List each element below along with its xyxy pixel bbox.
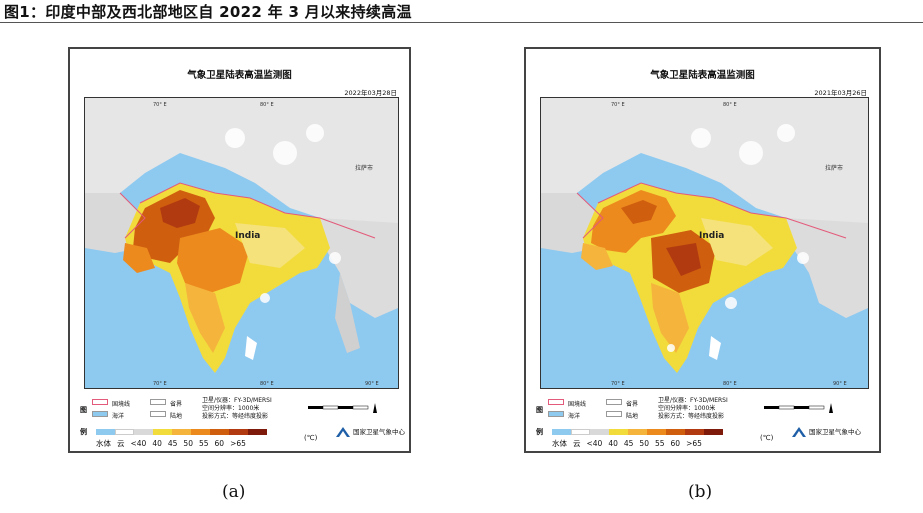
map-panel-b: 气象卫星陆表高温监测图 2021年03月26日 India 拉萨市 7 — [524, 47, 881, 453]
projection-info: 投影方式：等经纬度投影 — [202, 413, 269, 420]
map-legend: 图 例 国境线 省界 海洋 陆地 卫星/仪器：FY-3D/MERSI 空间分辨率… — [536, 395, 861, 449]
legend-tu: 图 — [80, 406, 87, 414]
province-border-swatch — [606, 399, 622, 405]
org-name: 国家卫星气象中心 — [353, 428, 405, 436]
lon-tick-top: 70° E — [153, 102, 167, 108]
cloud-label: 云 — [117, 439, 125, 448]
national-border-swatch — [92, 399, 108, 405]
figure-title: 图1：印度中部及西北部地区自 2022 年 3 月以来持续高温 — [4, 3, 412, 21]
national-border-line — [597, 182, 847, 239]
gangetic-mild — [701, 218, 773, 266]
land-swatch — [150, 411, 166, 417]
satellite-info: 卫星/仪器：FY-3D/MERSI — [658, 397, 728, 404]
north-arrow-icon — [373, 403, 377, 413]
india-surface-temperature-map: India 拉萨市 70° E 80° E 70° E 80° E 90° E — [541, 98, 868, 388]
heat-map-b: India 拉萨市 70° E 80° E 70° E 80° E 90° E — [540, 97, 869, 389]
scale-bar — [308, 403, 377, 413]
caption-a: (a) — [222, 482, 246, 502]
lon-tick-bottom: 90° E — [365, 381, 379, 387]
lon-tick-bottom: 80° E — [723, 381, 737, 387]
gujarat-heat — [123, 243, 155, 273]
unit-label: (℃) — [304, 434, 318, 442]
ocean-label: 海洋 — [568, 413, 581, 420]
colorbar-labels: 水体云 <40 40 45 50 55 60 >65 — [96, 439, 246, 448]
myanmar-strip — [335, 273, 360, 353]
resolution-info: 空间分辨率：1000米 — [202, 405, 260, 412]
map-date: 2021年03月26日 — [814, 89, 867, 97]
province-border-label: 省界 — [170, 401, 183, 408]
nsmc-logo-icon — [336, 427, 350, 437]
legend-li: 例 — [536, 428, 543, 436]
map-legend: 图 例 国境线 省界 海洋 陆地 卫星/仪器：FY-3D/MERSI 空间分辨率… — [80, 395, 405, 449]
ocean-swatch — [548, 411, 564, 417]
satellite-metadata: 卫星/仪器：FY-3D/MERSI 空间分辨率：1000米 投影方式：等经纬度投… — [202, 397, 272, 421]
satellite-info: 卫星/仪器：FY-3D/MERSI — [202, 397, 272, 404]
water-label: 水体 — [552, 439, 567, 448]
south-warm — [651, 283, 689, 353]
temperature-colorbar — [96, 429, 267, 435]
temperature-colorbar — [552, 429, 723, 435]
title-divider — [0, 22, 923, 23]
province-border-swatch — [150, 399, 166, 405]
lon-tick-bottom: 80° E — [260, 381, 274, 387]
national-border-label: 国境线 — [112, 401, 131, 408]
nsmc-logo: 国家卫星气象中心 — [336, 426, 405, 438]
water-label: 水体 — [96, 439, 111, 448]
city-label: 拉萨市 — [355, 164, 373, 172]
province-border-label: 省界 — [626, 401, 639, 408]
country-label: India — [699, 231, 724, 241]
gangetic-mild — [235, 223, 305, 268]
central-heat — [177, 228, 250, 293]
lon-tick-bottom: 70° E — [611, 381, 625, 387]
north-arrow-icon — [829, 403, 833, 413]
map-title: 气象卫星陆表高温监测图 — [187, 70, 292, 81]
projection-info: 投影方式：等经纬度投影 — [658, 413, 725, 420]
east-region — [320, 218, 398, 318]
map-date: 2022年03月28日 — [344, 89, 397, 97]
ocean-swatch — [92, 411, 108, 417]
sri-lanka-cloud — [245, 336, 257, 360]
legend-li: 例 — [80, 428, 87, 436]
cloud-label: 云 — [573, 439, 581, 448]
map-panel-a: 气象卫星陆表高温监测图 2022年03月28日 India 拉萨市 7 — [68, 47, 411, 453]
central-core — [666, 243, 701, 276]
legend-tu: 图 — [536, 406, 543, 414]
land-label: 陆地 — [170, 413, 183, 420]
org-name: 国家卫星气象中心 — [809, 428, 861, 436]
south-warm — [185, 283, 225, 353]
extreme-heat-core — [160, 198, 200, 228]
satellite-metadata: 卫星/仪器：FY-3D/MERSI 空间分辨率：1000米 投影方式：等经纬度投… — [658, 397, 728, 421]
northwest-core — [621, 200, 657, 224]
colorbar-labels: 水体云 <40 40 45 50 55 60 >65 — [552, 439, 702, 448]
map-title: 气象卫星陆表高温监测图 — [650, 70, 755, 81]
lon-tick-top: 70° E — [611, 102, 625, 108]
ocean-label: 海洋 — [112, 413, 125, 420]
national-border-line — [139, 182, 376, 239]
heat-map-a: India 拉萨市 70° E 80° E 70° E 80° E 90° E — [84, 97, 399, 389]
land-label: 陆地 — [626, 413, 639, 420]
cloud-patches — [225, 124, 341, 303]
resolution-info: 空间分辨率：1000米 — [658, 405, 716, 412]
sri-lanka-cloud — [709, 336, 721, 360]
scale-bar — [764, 403, 833, 413]
national-border-label: 国境线 — [568, 401, 587, 408]
nsmc-logo: 国家卫星气象中心 — [792, 426, 861, 438]
east-region — [786, 218, 868, 318]
nsmc-logo-icon — [792, 427, 806, 437]
cloud-patches — [667, 124, 809, 352]
lon-tick-top: 80° E — [723, 102, 737, 108]
land-swatch — [606, 411, 622, 417]
national-border-swatch — [548, 399, 564, 405]
country-label: India — [235, 231, 260, 241]
unit-label: (℃) — [760, 434, 774, 442]
lon-tick-bottom: 90° E — [833, 381, 847, 387]
india-surface-temperature-map: India 拉萨市 70° E 80° E 70° E 80° E 90° E — [85, 98, 398, 388]
city-label: 拉萨市 — [825, 164, 843, 172]
gujarat-warm — [581, 243, 613, 270]
lon-tick-bottom: 70° E — [153, 381, 167, 387]
caption-b: (b) — [688, 482, 713, 502]
lon-tick-top: 80° E — [260, 102, 274, 108]
